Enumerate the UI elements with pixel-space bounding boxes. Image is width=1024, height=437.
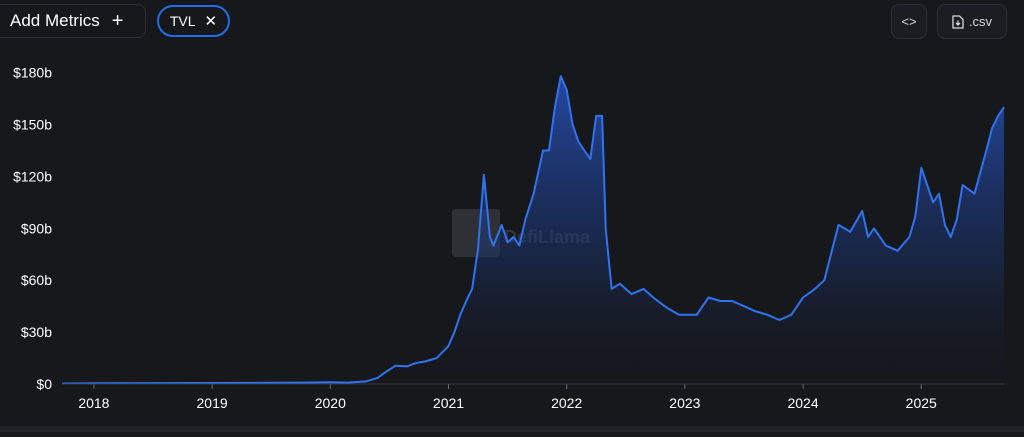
plus-icon: + bbox=[111, 10, 124, 32]
metric-chip-tvl[interactable]: TVL ✕ bbox=[157, 5, 230, 37]
y-tick-label: $180b bbox=[13, 65, 52, 81]
add-metrics-label: Add Metrics bbox=[10, 11, 100, 30]
x-axis: 2018 2019 2020 2021 2022 2023 2024 2025 bbox=[78, 384, 937, 411]
embed-button[interactable]: <> bbox=[891, 4, 927, 39]
tvl-chart[interactable]: DefiLlama $0$30b$60b$90b$120b$150b$180b … bbox=[0, 44, 1024, 432]
y-tick-label: $120b bbox=[13, 168, 52, 184]
y-tick-label: $150b bbox=[13, 117, 52, 133]
y-tick-label: $0 bbox=[36, 376, 52, 392]
x-tick-label: 2023 bbox=[669, 395, 700, 411]
x-tick-label: 2025 bbox=[906, 395, 937, 411]
x-tick-label: 2024 bbox=[787, 395, 818, 411]
bottom-divider bbox=[0, 426, 1024, 432]
file-download-icon bbox=[952, 14, 964, 29]
close-icon[interactable]: ✕ bbox=[204, 12, 218, 30]
chart-toolbar: Add Metrics + TVL ✕ <> .csv bbox=[0, 0, 1024, 44]
y-tick-label: $90b bbox=[21, 220, 52, 236]
x-tick-label: 2019 bbox=[197, 395, 228, 411]
y-axis: $0 $30b $60b $90b $120b $150b $180b bbox=[13, 65, 52, 392]
add-metrics-button[interactable]: Add Metrics + bbox=[0, 4, 146, 38]
metric-chip-label: TVL bbox=[169, 13, 196, 29]
csv-download-button[interactable]: .csv bbox=[937, 4, 1007, 39]
tvl-area-fill bbox=[62, 76, 1004, 384]
x-tick-label: 2021 bbox=[433, 395, 464, 411]
y-tick-label: $30b bbox=[21, 324, 52, 340]
code-icon: <> bbox=[901, 14, 917, 29]
y-tick-label: $60b bbox=[21, 272, 52, 288]
csv-label: .csv bbox=[968, 14, 993, 29]
tvl-series-line bbox=[61, 75, 1005, 385]
tvl-area-chart-svg: DefiLlama $0$30b$60b$90b$120b$150b$180b … bbox=[13, 65, 1005, 411]
x-tick-label: 2022 bbox=[551, 395, 582, 411]
x-tick-label: 2020 bbox=[315, 395, 346, 411]
x-tick-label: 2018 bbox=[78, 395, 109, 411]
